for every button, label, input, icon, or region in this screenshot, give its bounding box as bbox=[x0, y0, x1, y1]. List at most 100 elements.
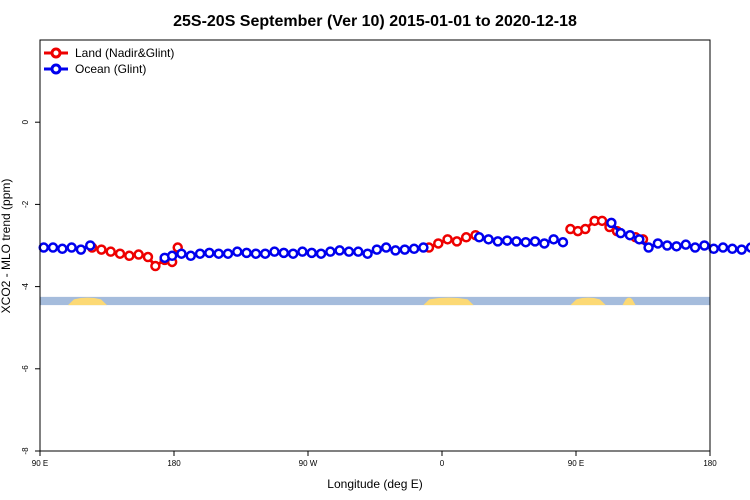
land-region-2 bbox=[570, 297, 606, 306]
ocean-point bbox=[548, 234, 559, 245]
x-tick-label: 0 bbox=[440, 459, 445, 468]
ocean-point bbox=[408, 243, 420, 255]
land-point bbox=[124, 250, 135, 262]
land-point bbox=[442, 234, 453, 245]
ocean-point bbox=[47, 242, 59, 253]
ocean-point bbox=[306, 247, 317, 259]
ocean-point bbox=[483, 234, 494, 245]
ocean-point bbox=[473, 232, 485, 243]
ocean-point bbox=[185, 250, 196, 262]
land-point bbox=[580, 223, 591, 235]
x-axis-label: Longitude (deg E) bbox=[327, 477, 422, 491]
ocean-point bbox=[634, 234, 645, 245]
ocean-point bbox=[680, 239, 692, 250]
ocean-point bbox=[652, 238, 664, 249]
surface-strip bbox=[40, 296, 710, 306]
land-point bbox=[150, 260, 161, 272]
x-tick-label: 180 bbox=[167, 459, 181, 468]
y-axis-ticks: 0 -2 -4 -6 -8 bbox=[21, 119, 40, 455]
ocean-point bbox=[501, 235, 513, 246]
ocean-point bbox=[708, 243, 719, 255]
y-tick-label: -8 bbox=[21, 447, 30, 455]
y-tick-label: 0 bbox=[21, 119, 30, 124]
ocean-point bbox=[204, 247, 215, 259]
ocean-point bbox=[371, 244, 383, 255]
ocean-point bbox=[661, 240, 673, 251]
ocean-point bbox=[213, 248, 224, 259]
x-tick-label: 180 bbox=[703, 459, 717, 468]
plot-frame bbox=[39, 39, 711, 452]
ocean-point bbox=[287, 248, 299, 259]
ocean-point bbox=[606, 217, 617, 229]
ocean-point bbox=[353, 246, 364, 257]
ocean-point bbox=[539, 238, 550, 249]
ocean-point bbox=[557, 236, 569, 248]
land-point bbox=[460, 232, 472, 243]
ocean-point bbox=[250, 248, 262, 259]
ocean-point bbox=[671, 241, 682, 252]
ocean-point bbox=[232, 246, 243, 257]
ocean-point bbox=[362, 248, 373, 259]
ocean-point bbox=[278, 247, 290, 259]
ocean-point bbox=[66, 242, 77, 253]
land-point bbox=[596, 215, 608, 227]
ocean-point bbox=[699, 240, 710, 251]
ocean-point bbox=[176, 248, 187, 259]
land-point bbox=[451, 236, 463, 247]
land-point bbox=[133, 249, 144, 260]
land-point bbox=[114, 248, 126, 259]
ocean-point bbox=[615, 227, 626, 239]
ocean-point bbox=[297, 246, 308, 257]
ocean-point bbox=[194, 248, 206, 259]
ocean-point bbox=[624, 229, 636, 241]
ocean-point bbox=[418, 242, 429, 253]
ocean-point bbox=[222, 248, 234, 259]
x-tick-label: 90 E bbox=[32, 459, 48, 468]
chart-title: 25S-20S September (Ver 10) 2015-01-01 to… bbox=[173, 13, 577, 30]
ocean-point bbox=[689, 242, 701, 253]
y-tick-label: -2 bbox=[21, 200, 30, 208]
ocean-point bbox=[520, 236, 531, 248]
ocean-point bbox=[315, 248, 327, 259]
ocean-point bbox=[259, 248, 271, 259]
ocean-point bbox=[166, 250, 178, 262]
ocean-strip bbox=[40, 296, 710, 306]
ocean-point bbox=[343, 246, 355, 257]
y-tick-label: -6 bbox=[21, 365, 30, 373]
legend-land-label: Land (Nadir&Glint) bbox=[75, 46, 174, 60]
y-axis-label: XCO2 - MLO trend (ppm) bbox=[0, 179, 13, 314]
ocean-point bbox=[334, 245, 345, 256]
ocean-point bbox=[736, 244, 747, 255]
ocean-point bbox=[745, 242, 750, 253]
ocean-point bbox=[57, 243, 68, 255]
ocean-point bbox=[492, 236, 504, 247]
land-region-1 bbox=[423, 297, 474, 306]
y-tick-label: -4 bbox=[21, 282, 30, 290]
ocean-point bbox=[643, 242, 654, 253]
land-region-3 bbox=[622, 297, 636, 306]
legend-ocean-marker bbox=[50, 63, 62, 75]
land-point bbox=[433, 238, 444, 249]
legend-ocean-label: Ocean (Glint) bbox=[75, 62, 146, 76]
land-region-0 bbox=[67, 297, 107, 306]
x-tick-label: 90 W bbox=[299, 459, 318, 468]
ocean-point bbox=[380, 242, 392, 253]
ocean-point bbox=[38, 242, 49, 253]
ocean-point bbox=[269, 246, 280, 257]
x-tick-label: 90 E bbox=[568, 459, 584, 468]
land-point bbox=[105, 246, 116, 257]
legend-land-marker bbox=[50, 47, 62, 59]
ocean-point bbox=[717, 242, 729, 253]
ocean-point bbox=[325, 246, 336, 257]
ocean-point bbox=[241, 247, 252, 259]
ocean-point bbox=[390, 245, 401, 256]
ocean-point bbox=[529, 236, 541, 247]
legend: Land (Nadir&Glint) Ocean (Glint) bbox=[44, 46, 174, 76]
series-layer bbox=[38, 215, 750, 272]
ocean-point bbox=[75, 244, 87, 255]
ocean-point bbox=[85, 240, 96, 251]
land-point bbox=[96, 244, 107, 255]
ocean-point bbox=[511, 236, 522, 247]
x-axis-ticks: 90 E 180 90 W 0 90 E 180 bbox=[32, 451, 717, 468]
